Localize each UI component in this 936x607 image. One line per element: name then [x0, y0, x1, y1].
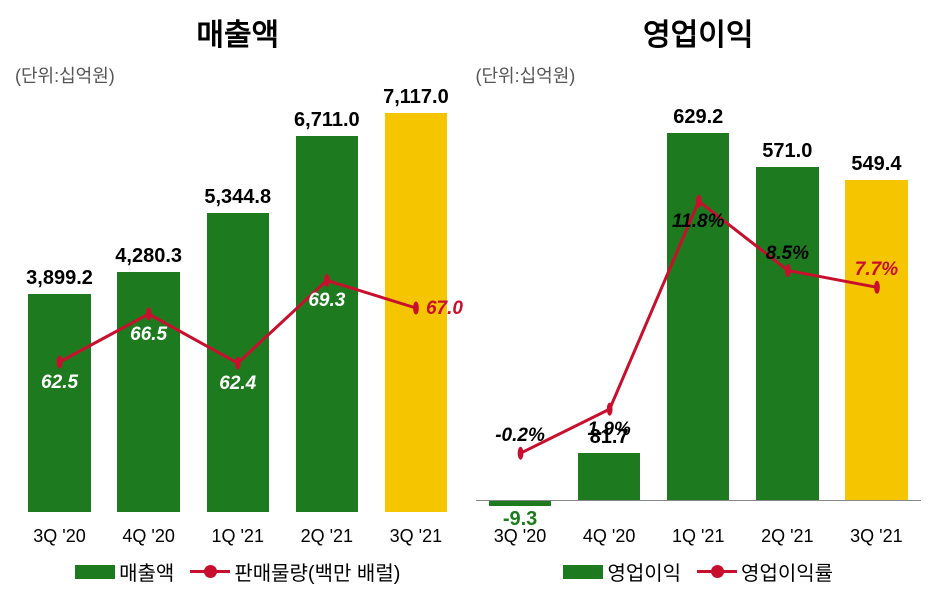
revenue-xlabel: 1Q '21	[193, 526, 282, 547]
profit-xlabel: 1Q '21	[654, 526, 743, 547]
revenue-line-label: 67.0	[426, 298, 463, 320]
revenue-bar-slot: 4,280.3	[104, 92, 193, 512]
revenue-bar-label: 3,899.2	[26, 267, 93, 290]
revenue-line-label: 69.3	[308, 290, 345, 312]
revenue-bar-slot: 5,344.8	[193, 92, 282, 512]
profit-bar-label: 549.4	[851, 153, 901, 176]
revenue-title: 매출액	[15, 10, 461, 54]
revenue-bar-label: 7,117.0	[383, 86, 449, 109]
profit-unit: (단위:십억원)	[476, 62, 922, 88]
profit-bar-slot: 549.4	[832, 92, 921, 512]
profit-xlabel: 4Q '20	[565, 526, 654, 547]
revenue-xlabel: 3Q '21	[371, 526, 460, 547]
profit-chart: -9.381.7629.2571.0549.4-0.2%1.9%11.8%8.5…	[476, 92, 922, 597]
revenue-bar	[28, 294, 90, 512]
revenue-legend: 매출액 판매물량(백만 배럴)	[15, 557, 461, 586]
revenue-xlabel: 3Q '20	[15, 526, 104, 547]
profit-xlabel: 3Q '21	[832, 526, 921, 547]
profit-bar	[845, 180, 907, 500]
profit-bar	[578, 453, 640, 501]
profit-bar-slot: 571.0	[743, 92, 832, 512]
profit-line-label: 11.8%	[672, 211, 724, 233]
revenue-bar-slot: 3,899.2	[15, 92, 104, 512]
profit-line-label: 7.7%	[855, 259, 898, 281]
marker-icon	[711, 565, 724, 578]
revenue-xlabel: 2Q '21	[282, 526, 371, 547]
profit-plot: -9.381.7 629.2 571.0 549.4 -0.2% 1.9% 11.8% 8.5…	[476, 92, 922, 512]
profit-bar-slot: 629.2	[654, 92, 743, 512]
revenue-panel: 매출액 (단위:십억원) 3,899.2 4,280.3 5,344.8 6,711.…	[15, 10, 461, 597]
revenue-bar-label: 5,344.8	[204, 186, 271, 209]
profit-bar	[667, 133, 729, 500]
profit-legend-bar-label: 영업이익	[607, 557, 681, 586]
profit-line-label: 1.9%	[587, 419, 630, 441]
profit-legend-line-label: 영업이익률	[741, 557, 833, 586]
revenue-bar-label: 4,280.3	[115, 245, 182, 268]
revenue-legend-line-label: 판매물량(백만 배럴)	[234, 557, 400, 586]
profit-baseline	[476, 500, 922, 501]
profit-bars-layer: -9.381.7 629.2 571.0 549.4	[476, 92, 922, 512]
line-swatch-icon	[697, 570, 737, 573]
marker-icon	[204, 565, 217, 578]
profit-bar-label: 629.2	[673, 106, 723, 129]
revenue-bar	[296, 136, 358, 512]
revenue-unit: (단위:십억원)	[15, 62, 461, 88]
revenue-xlabel: 4Q '20	[104, 526, 193, 547]
profit-line-label: -0.2%	[495, 425, 545, 447]
profit-bar-slot: -9.3	[476, 92, 565, 512]
profit-bar-label: -9.3	[503, 508, 537, 531]
profit-line-label: 8.5%	[766, 243, 809, 265]
bar-swatch-icon	[563, 565, 603, 579]
profit-xaxis: 3Q '204Q '201Q '212Q '213Q '21	[476, 526, 922, 547]
line-swatch-icon	[190, 570, 230, 573]
revenue-line-label: 62.4	[219, 373, 256, 395]
revenue-bar	[117, 272, 179, 512]
profit-xlabel: 2Q '21	[743, 526, 832, 547]
profit-title: 영업이익	[476, 10, 922, 54]
revenue-bars-layer: 3,899.24,280.35,344.86,711.07,117.0	[15, 92, 461, 512]
revenue-line-label: 62.5	[41, 372, 78, 394]
revenue-plot: 3,899.24,280.35,344.86,711.07,117.062.56…	[15, 92, 461, 512]
profit-bar-label: 571.0	[762, 140, 812, 163]
profit-bar-slot: 81.7	[565, 92, 654, 512]
revenue-chart: 3,899.24,280.35,344.86,711.07,117.062.56…	[15, 92, 461, 597]
profit-panel: 영업이익 (단위:십억원) -9.381.7629.2571.0549.4-0.…	[476, 10, 922, 597]
revenue-bar-label: 6,711.0	[294, 109, 360, 132]
revenue-bar	[207, 213, 269, 512]
profit-bar	[756, 167, 818, 500]
profit-legend: 영업이익 영업이익률	[476, 557, 922, 586]
revenue-xaxis: 3Q '204Q '201Q '212Q '213Q '21	[15, 526, 461, 547]
revenue-line-label: 66.5	[130, 324, 167, 346]
bar-swatch-icon	[75, 565, 115, 579]
revenue-legend-bar-label: 매출액	[119, 557, 174, 586]
